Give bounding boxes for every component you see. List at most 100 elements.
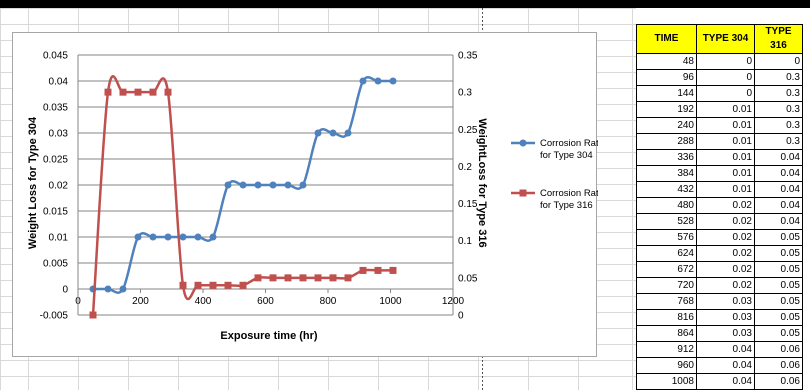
type-304-cell[interactable]: 0.01 bbox=[696, 101, 755, 118]
type-316-cell[interactable]: 0.05 bbox=[754, 245, 803, 262]
type-316-cell[interactable]: 0.05 bbox=[754, 229, 803, 246]
type-304-cell[interactable]: 0.04 bbox=[696, 341, 755, 358]
type-304-cell[interactable]: 0.04 bbox=[696, 357, 755, 374]
type-316-cell[interactable]: 0.3 bbox=[754, 117, 803, 134]
time-cell[interactable]: 48 bbox=[636, 53, 697, 70]
table-body: 48 0 0 96 0 0.3 144 0 0.3 192 0.01 0.3 240 0.01 0.3 288… bbox=[636, 53, 803, 390]
time-cell[interactable]: 768 bbox=[636, 293, 697, 310]
time-cell[interactable]: 240 bbox=[636, 117, 697, 134]
legend-item: Corrosion Rate for Type 304 bbox=[511, 138, 598, 161]
y-tick-label: 0.04 bbox=[49, 77, 69, 88]
type-304-cell[interactable]: 0.04 bbox=[696, 373, 755, 390]
table-row: 768 0.03 0.05 bbox=[636, 293, 803, 310]
type-304-cell[interactable]: 0.02 bbox=[696, 261, 755, 278]
y-tick-label: 0.045 bbox=[43, 51, 68, 62]
time-cell[interactable]: 288 bbox=[636, 133, 697, 150]
time-cell[interactable]: 384 bbox=[636, 165, 697, 182]
type-316-cell[interactable]: 0.3 bbox=[754, 133, 803, 150]
y-tick-label: 0.01 bbox=[49, 233, 69, 244]
type-304-cell[interactable]: 0.01 bbox=[696, 181, 755, 198]
type-304-cell[interactable]: 0.01 bbox=[696, 133, 755, 150]
type-304-cell[interactable]: 0.03 bbox=[696, 325, 755, 342]
type-316-cell[interactable]: 0.04 bbox=[754, 213, 803, 230]
data-point bbox=[239, 181, 247, 189]
data-point bbox=[269, 181, 277, 189]
type-316-cell[interactable]: 0 bbox=[754, 53, 803, 70]
type-304-cell[interactable]: 0 bbox=[696, 69, 755, 86]
data-table[interactable]: TIME TYPE 304 TYPE 316 48 0 0 96 0 0.3 144 0 0.3… bbox=[636, 24, 803, 390]
x-tick-label: 1000 bbox=[379, 296, 402, 307]
table-row: 672 0.02 0.05 bbox=[636, 261, 803, 278]
type-316-cell[interactable]: 0.05 bbox=[754, 293, 803, 310]
y2-tick-label: 0.2 bbox=[458, 162, 472, 173]
time-cell[interactable]: 480 bbox=[636, 197, 697, 214]
y2-tick-label: 0.35 bbox=[458, 51, 478, 62]
type-316-cell[interactable]: 0.05 bbox=[754, 309, 803, 326]
type-316-cell[interactable]: 0.05 bbox=[754, 325, 803, 342]
time-cell[interactable]: 864 bbox=[636, 325, 697, 342]
y2-axis-tick-labels: 0 0.05 0.1 0.15 0.2 0.25 0.3 0.35 bbox=[458, 51, 478, 322]
y2-tick-label: 0 bbox=[458, 311, 464, 322]
time-cell[interactable]: 576 bbox=[636, 229, 697, 246]
time-cell[interactable]: 144 bbox=[636, 85, 697, 102]
time-cell[interactable]: 1008 bbox=[636, 373, 697, 390]
time-cell[interactable]: 912 bbox=[636, 341, 697, 358]
header-time[interactable]: TIME bbox=[636, 24, 697, 54]
type-304-cell[interactable]: 0.01 bbox=[696, 165, 755, 182]
type-304-cell[interactable]: 0.02 bbox=[696, 213, 755, 230]
series-type-316 bbox=[89, 75, 397, 319]
data-point bbox=[329, 129, 337, 137]
type-304-cell[interactable]: 0 bbox=[696, 53, 755, 70]
type-304-cell[interactable]: 0 bbox=[696, 85, 755, 102]
time-cell[interactable]: 960 bbox=[636, 357, 697, 374]
time-cell[interactable]: 96 bbox=[636, 69, 697, 86]
type-316-cell[interactable]: 0.06 bbox=[754, 341, 803, 358]
type-316-cell[interactable]: 0.05 bbox=[754, 277, 803, 294]
type-304-cell[interactable]: 0.02 bbox=[696, 245, 755, 262]
time-cell[interactable]: 192 bbox=[636, 101, 697, 118]
x-tick-label: 400 bbox=[195, 296, 212, 307]
x-tick-label: 600 bbox=[257, 296, 274, 307]
header-type-304[interactable]: TYPE 304 bbox=[696, 24, 755, 54]
type-304-cell[interactable]: 0.02 bbox=[696, 229, 755, 246]
type-304-cell[interactable]: 0.03 bbox=[696, 309, 755, 326]
time-cell[interactable]: 720 bbox=[636, 277, 697, 294]
data-point bbox=[89, 311, 97, 319]
type-316-cell[interactable]: 0.3 bbox=[754, 85, 803, 102]
table-row: 48 0 0 bbox=[636, 53, 803, 70]
type-316-cell[interactable]: 0.05 bbox=[754, 261, 803, 278]
type-316-cell[interactable]: 0.04 bbox=[754, 181, 803, 198]
plot-series bbox=[89, 75, 397, 319]
type-304-cell[interactable]: 0.01 bbox=[696, 149, 755, 166]
type-316-cell[interactable]: 0.06 bbox=[754, 357, 803, 374]
type-316-cell[interactable]: 0.3 bbox=[754, 69, 803, 86]
type-304-cell[interactable]: 0.02 bbox=[696, 277, 755, 294]
y-tick-label: 0.035 bbox=[43, 103, 68, 114]
y-tick-label: 0.015 bbox=[43, 207, 68, 218]
plot-axes bbox=[77, 55, 454, 315]
table-row: 576 0.02 0.05 bbox=[636, 229, 803, 246]
data-point bbox=[284, 274, 292, 282]
y2-axis-label: WeightLoss for Type 316 bbox=[476, 118, 488, 247]
header-type-316[interactable]: TYPE 316 bbox=[754, 24, 803, 54]
time-cell[interactable]: 624 bbox=[636, 245, 697, 262]
time-cell[interactable]: 432 bbox=[636, 181, 697, 198]
data-point bbox=[149, 88, 157, 96]
time-cell[interactable]: 336 bbox=[636, 149, 697, 166]
time-cell[interactable]: 672 bbox=[636, 261, 697, 278]
type-304-cell[interactable]: 0.03 bbox=[696, 293, 755, 310]
time-cell[interactable]: 528 bbox=[636, 213, 697, 230]
chart-area[interactable]: -0.005 0 0.005 0.01 0.015 0.02 0.025 0.03 0.035 0… bbox=[12, 32, 598, 357]
data-point bbox=[239, 281, 247, 289]
time-cell[interactable]: 816 bbox=[636, 309, 697, 326]
data-point bbox=[314, 274, 322, 282]
type-316-cell[interactable]: 0.04 bbox=[754, 149, 803, 166]
type-304-cell[interactable]: 0.01 bbox=[696, 117, 755, 134]
data-point bbox=[209, 281, 217, 289]
type-304-cell[interactable]: 0.02 bbox=[696, 197, 755, 214]
table-row: 432 0.01 0.04 bbox=[636, 181, 803, 198]
type-316-cell[interactable]: 0.3 bbox=[754, 101, 803, 118]
type-316-cell[interactable]: 0.04 bbox=[754, 197, 803, 214]
type-316-cell[interactable]: 0.06 bbox=[754, 373, 803, 390]
type-316-cell[interactable]: 0.04 bbox=[754, 165, 803, 182]
